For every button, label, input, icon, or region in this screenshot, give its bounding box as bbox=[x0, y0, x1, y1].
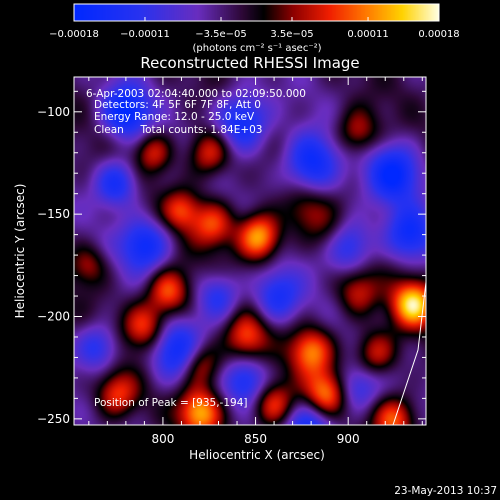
limb-line bbox=[392, 281, 426, 425]
y-tick-label: −100 bbox=[37, 105, 70, 119]
colorbar bbox=[73, 3, 440, 22]
chart-title: Reconstructed RHESSI Image bbox=[140, 54, 359, 72]
x-tick-label: 900 bbox=[337, 432, 360, 446]
y-tick-label: −200 bbox=[37, 310, 70, 324]
annotation-peak-position: Position of Peak = [935,-194] bbox=[94, 397, 248, 409]
x-axis-label: Heliocentric X (arcsec) bbox=[189, 448, 325, 462]
y-tick-label: −150 bbox=[37, 207, 70, 221]
colorbar-tick-label: 3.5e−05 bbox=[270, 29, 313, 40]
y-axis-label: Heliocentric Y (arcsec) bbox=[13, 184, 27, 319]
x-tick-label: 800 bbox=[151, 432, 174, 446]
y-axis-ticks: −100 −150 −200 −250 bbox=[37, 90, 426, 426]
annotation-energy-range: Energy Range: 12.0 - 25.0 keV bbox=[94, 111, 255, 123]
footer-timestamp: 23-May-2013 10:37 bbox=[394, 485, 497, 497]
x-axis-ticks: 800 850 900 bbox=[88, 77, 423, 446]
colorbar-unit-label: (photons cm⁻² s⁻¹ asec⁻²) bbox=[192, 43, 321, 54]
annotation-clean-counts: Clean Total counts: 1.84E+03 bbox=[94, 124, 263, 136]
colorbar-ticks: −0.00018 −0.00011 −3.5e−05 3.5e−05 0.00011 0.… bbox=[49, 17, 460, 40]
y-tick-label: −250 bbox=[37, 412, 70, 426]
colorbar-tick-label: −0.00018 bbox=[49, 29, 99, 40]
colorbar-tick-label: 0.00011 bbox=[347, 29, 388, 40]
x-tick-label: 850 bbox=[244, 432, 267, 446]
colorbar-gradient bbox=[74, 4, 439, 21]
colorbar-tick-label: −3.5e−05 bbox=[195, 29, 247, 40]
annotation-time-range: 6-Apr-2003 02:04:40.000 to 02:09:50.000 bbox=[86, 88, 306, 100]
heatmap-image bbox=[74, 77, 426, 425]
colorbar-tick-label: −0.00011 bbox=[120, 29, 170, 40]
colorbar-tick-label: 0.00018 bbox=[418, 29, 459, 40]
plot-frame bbox=[73, 76, 427, 426]
annotation-detectors: Detectors: 4F 5F 6F 7F 8F, Att 0 bbox=[94, 99, 261, 111]
